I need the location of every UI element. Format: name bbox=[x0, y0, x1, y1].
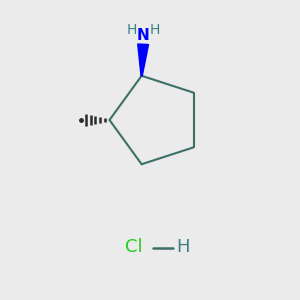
Text: H: H bbox=[127, 23, 137, 38]
Text: H: H bbox=[149, 23, 160, 38]
Text: N: N bbox=[137, 28, 149, 43]
Polygon shape bbox=[138, 44, 148, 76]
Text: H: H bbox=[176, 238, 190, 256]
Text: Cl: Cl bbox=[125, 238, 142, 256]
